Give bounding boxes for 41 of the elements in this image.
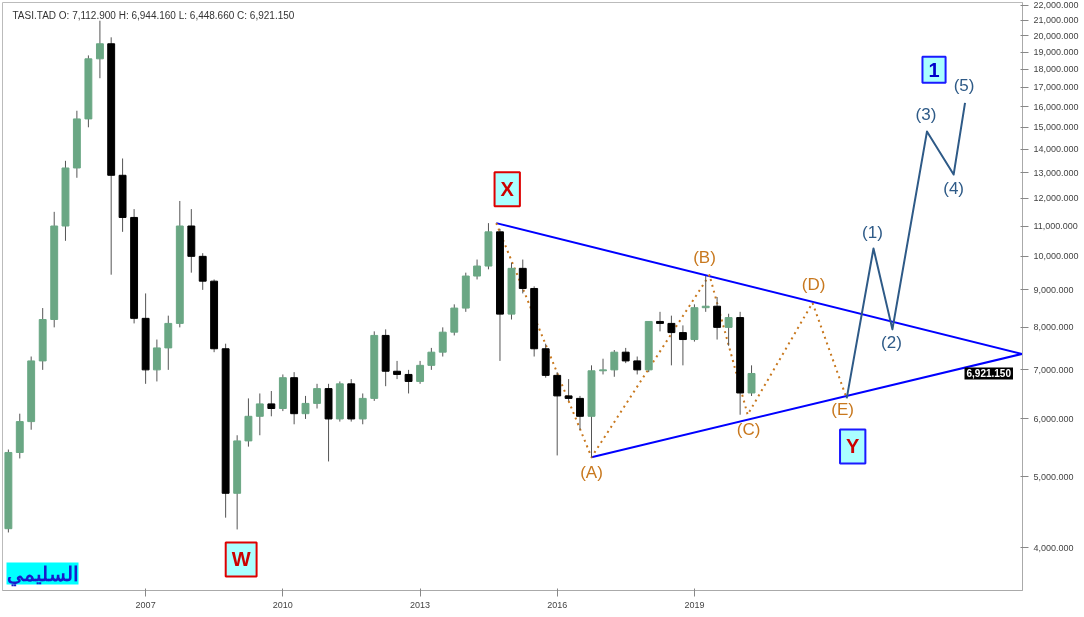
annotation: 1 (928, 58, 940, 81)
annotation: (C) (736, 420, 761, 440)
y-tick-label: 15,000.000 (1033, 122, 1079, 133)
annotation: (E) (831, 399, 855, 419)
annotation: (A) (580, 462, 603, 482)
x-tick-label: 2016 (547, 599, 568, 610)
y-tick-label: 9,000.000 (1033, 284, 1074, 295)
annotation: (2) (881, 332, 902, 352)
y-tick-label: 12,000.000 (1033, 193, 1079, 204)
y-tick-label: 10,000.000 (1033, 251, 1079, 262)
y-tick-label: 6,000.000 (1033, 413, 1074, 424)
y-tick-label: 20,000.000 (1033, 30, 1079, 41)
annotation: السليمي (6, 562, 79, 587)
y-tick-label: 14,000.000 (1033, 144, 1079, 155)
annotation: (5) (953, 76, 975, 96)
y-tick-label: 4,000.000 (1033, 543, 1074, 553)
annotation: (1) (862, 222, 883, 242)
annotation: (B) (693, 247, 716, 267)
y-tick-label: 22,000.000 (1033, 0, 1079, 11)
x-tick-label: 2019 (684, 599, 705, 610)
y-tick-label: 16,000.000 (1033, 101, 1079, 112)
y-tick-label: 13,000.000 (1033, 167, 1079, 178)
y-tick-label: 19,000.000 (1033, 47, 1079, 58)
y-tick-label: 18,000.000 (1033, 64, 1079, 75)
annotation: (4) (943, 179, 965, 199)
y-tick-label: 17,000.000 (1033, 82, 1079, 93)
text: TASI.TAD O: 7,112.900 H: 6,944.160 L: 6,448.660 C: 6,921.150 (12, 9, 295, 21)
annotation: (3) (915, 105, 937, 125)
y-tick-label: 5,000.000 (1033, 471, 1074, 482)
y-tick-label: 7,000.000 (1033, 364, 1074, 375)
annotation: W (231, 548, 251, 571)
x-tick-label: 2010 (272, 599, 293, 610)
y-tick-label: 8,000.000 (1033, 322, 1074, 333)
x-tick-label: 2007 (135, 599, 156, 610)
y-tick-label: 11,000.000 (1033, 221, 1078, 232)
annotation: X (500, 178, 515, 201)
annotation: 6,921.150 (966, 368, 1012, 380)
annotation: (D) (801, 275, 826, 295)
x-tick-label: 2013 (410, 599, 431, 610)
y-tick-label: 21,000.000 (1033, 15, 1079, 26)
annotation: Y (846, 435, 861, 458)
